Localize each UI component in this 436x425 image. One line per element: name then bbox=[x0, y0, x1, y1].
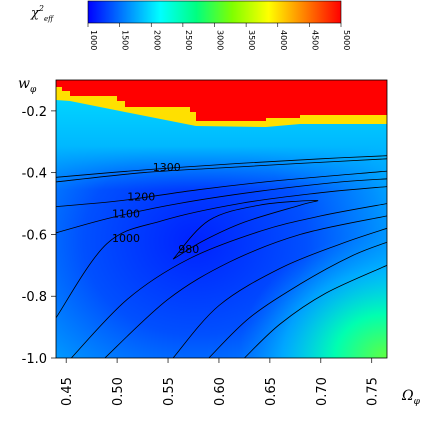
x-tick-label: 0.60 bbox=[213, 377, 228, 406]
contour-label-1100: 1100 bbox=[112, 207, 140, 220]
contour-label-1200: 1200 bbox=[127, 190, 155, 203]
colorbar-tick-label: 2000 bbox=[152, 30, 161, 50]
y-tick-label: -1.0 bbox=[22, 352, 47, 367]
colorbar: 1000 1500 2000 2500 3000 3500 4000 4500 5000 χ2e… bbox=[30, 0, 351, 50]
plot-frame bbox=[55, 79, 388, 359]
colorbar-title: χ2eff bbox=[30, 4, 54, 23]
colorbar-tick-label: 1500 bbox=[121, 30, 130, 50]
colorbar-tick-label: 1000 bbox=[89, 30, 98, 50]
plot-area bbox=[56, 80, 387, 358]
colorbar-tick-label: 3500 bbox=[247, 30, 256, 50]
contour-line-980 bbox=[172, 200, 319, 260]
contour-line-1100 bbox=[56, 178, 387, 234]
x-tick-label: 0.55 bbox=[162, 377, 177, 406]
y-tick-label: -0.4 bbox=[22, 167, 47, 182]
x-tick-label: 0.65 bbox=[264, 377, 279, 406]
heatmap-yellow-edge bbox=[56, 87, 387, 127]
y-axis-ticks: -0.2 -0.4 -0.6 -0.8 -1.0 bbox=[22, 105, 56, 367]
contour-labels: 980 1000 1100 1200 1300 bbox=[112, 161, 199, 256]
x-tick-label: 0.50 bbox=[111, 377, 126, 406]
contour-line-1200 bbox=[56, 170, 387, 207]
contour-lines bbox=[56, 155, 387, 358]
contour-line-1050 bbox=[71, 203, 387, 358]
x-axis-ticks: 0.45 0.50 0.55 0.60 0.65 0.70 0.75 bbox=[60, 358, 381, 406]
colorbar-tick-label: 4500 bbox=[310, 30, 319, 50]
y-tick-label: -0.6 bbox=[22, 228, 47, 243]
contour-label-1300: 1300 bbox=[153, 161, 181, 174]
contour-line-1450 bbox=[244, 264, 387, 358]
colorbar-tick-label: 5000 bbox=[342, 30, 351, 50]
y-tick-label: -0.2 bbox=[22, 105, 47, 120]
contour-line-1300 bbox=[56, 158, 387, 183]
x-tick-label: 0.45 bbox=[60, 377, 75, 406]
x-tick-label: 0.75 bbox=[366, 377, 381, 406]
contour-line-1150 bbox=[104, 215, 387, 358]
contour-line-1250 bbox=[172, 227, 387, 358]
colorbar-tick-label: 3000 bbox=[216, 30, 225, 50]
colorbar-ticks: 1000 1500 2000 2500 3000 3500 4000 4500 5000 bbox=[87, 23, 351, 50]
contour-line-1400 bbox=[56, 155, 387, 178]
contour-label-980: 980 bbox=[178, 243, 199, 256]
x-tick-label: 0.70 bbox=[315, 377, 330, 406]
colorbar-tick-label: 2500 bbox=[184, 30, 193, 50]
y-tick-label: -0.8 bbox=[22, 290, 47, 305]
heatmap-red-region bbox=[56, 80, 387, 121]
contour-line-1350 bbox=[208, 241, 387, 358]
colorbar-tick-label: 4000 bbox=[279, 30, 288, 50]
colorbar-gradient bbox=[87, 0, 342, 24]
contour-line-1000 bbox=[56, 186, 387, 319]
y-axis-title: wφ bbox=[18, 76, 37, 95]
contour-label-1000: 1000 bbox=[112, 232, 140, 245]
x-axis-title: Ωφ bbox=[401, 388, 421, 407]
